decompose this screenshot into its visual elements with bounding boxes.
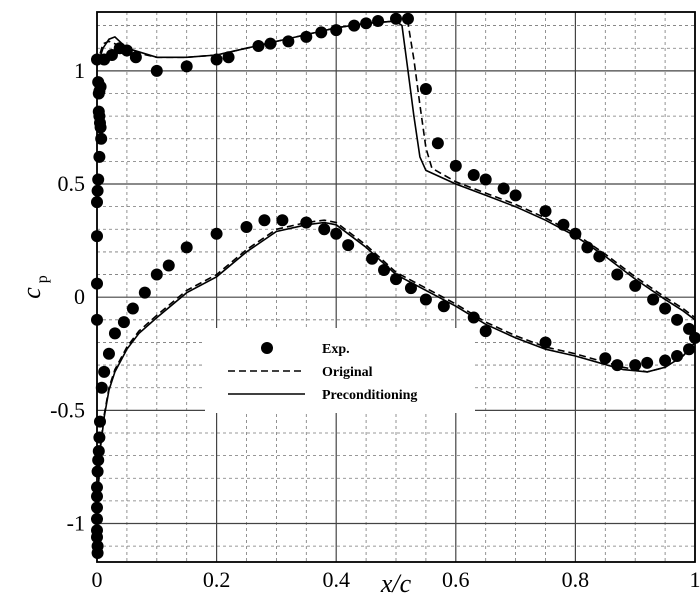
- exp-data-point: [342, 239, 355, 252]
- exp-data-point: [629, 359, 642, 372]
- exp-data-point: [162, 259, 175, 272]
- exp-data-point: [180, 241, 193, 254]
- exp-data-point: [479, 173, 492, 186]
- exp-data-point: [437, 300, 450, 313]
- exp-data-point: [539, 205, 552, 218]
- legend-label: Exp.: [322, 342, 350, 357]
- y-axis-title: c p: [17, 275, 51, 299]
- exp-data-point: [210, 53, 223, 66]
- y-tick-label: -0.5: [50, 397, 85, 422]
- exp-data-point: [641, 356, 654, 369]
- preconditioning-line: [96, 20, 696, 553]
- exp-data-point: [330, 227, 343, 240]
- exp-data-point: [581, 241, 594, 254]
- x-tick-label: 0: [92, 567, 103, 592]
- exp-data-point: [404, 282, 417, 295]
- exp-data-point: [509, 189, 522, 202]
- exp-data-point: [431, 137, 444, 150]
- exp-data-point: [258, 214, 271, 227]
- exp-data-point: [390, 12, 402, 25]
- y-axis-title-subscript: p: [34, 275, 51, 283]
- exp-data-point: [222, 51, 235, 64]
- y-tick-label: -1: [67, 511, 85, 536]
- exp-data-point: [372, 15, 385, 28]
- exp-data-point: [539, 336, 552, 349]
- x-tick-label: 1: [690, 567, 700, 592]
- exp-data-point: [138, 286, 151, 299]
- exp-data-point: [150, 268, 163, 281]
- exp-data-point: [108, 327, 121, 340]
- exp-data-point: [180, 60, 193, 73]
- exp-data-point: [276, 214, 289, 227]
- x-tick-label: 0.4: [322, 567, 350, 592]
- original-line: [96, 20, 696, 319]
- grid-lines: [96, 12, 696, 562]
- exp-data-point: [671, 350, 684, 363]
- exp-data-point: [92, 173, 105, 186]
- exp-data-point: [102, 347, 115, 360]
- exp-data-point: [92, 454, 105, 467]
- legend-marker-exp: [261, 342, 273, 354]
- exp-data-point: [105, 49, 118, 62]
- legend-label: Original: [322, 365, 373, 380]
- exp-data-point: [611, 268, 624, 281]
- exp-data-point: [659, 302, 672, 315]
- y-tick-label: 1: [74, 58, 85, 83]
- exp-data-point: [98, 365, 111, 378]
- exp-data-point: [497, 182, 510, 195]
- exp-data-point: [401, 12, 414, 25]
- exp-data-point: [683, 322, 696, 335]
- plot-border: [96, 11, 696, 563]
- exp-data-point: [647, 293, 660, 306]
- y-tick-label: 0: [74, 284, 85, 309]
- exp-data-point: [315, 26, 328, 39]
- axis-ticks: 0 0.2 0.4 0.6 0.8 1 -1 -0.5 0 0.5 1: [50, 58, 700, 592]
- y-axis-title-base: c: [17, 287, 46, 299]
- exp-data-point: [318, 223, 331, 236]
- legend-label: Preconditioning: [322, 388, 417, 403]
- exp-data-point: [210, 227, 223, 240]
- x-tick-label: 0.6: [442, 567, 470, 592]
- exp-data-point: [467, 168, 480, 181]
- x-tick-label: 0.8: [562, 567, 590, 592]
- exp-data-point: [300, 30, 313, 43]
- exp-data-point: [93, 431, 106, 444]
- exp-data-point: [449, 159, 462, 172]
- exp-data-point: [95, 132, 108, 145]
- exp-data-point: [419, 82, 432, 95]
- x-tick-label: 0.2: [203, 567, 231, 592]
- exp-data-point: [117, 316, 130, 329]
- exp-data-point: [330, 24, 343, 37]
- exp-data-point: [479, 325, 492, 338]
- exp-data-point: [378, 264, 391, 277]
- exp-data-point: [240, 221, 253, 234]
- exp-data-point: [93, 150, 106, 163]
- exp-data-point: [129, 51, 142, 64]
- exp-data-point: [92, 445, 105, 458]
- exp-data-point: [629, 279, 642, 292]
- plot-frame: [96, 11, 696, 563]
- exp-data-point: [150, 64, 163, 77]
- y-tick-label: 0.5: [58, 171, 86, 196]
- legend: Exp. Original Preconditioning: [228, 342, 417, 403]
- exp-data-point: [671, 313, 684, 326]
- exp-data-point: [419, 293, 432, 306]
- exp-data-point: [264, 37, 277, 50]
- x-axis-title: x/c: [380, 569, 412, 597]
- exp-data-point: [95, 381, 108, 394]
- exp-data-point: [659, 354, 672, 367]
- data-series: [91, 12, 700, 559]
- exp-data-point: [126, 302, 139, 315]
